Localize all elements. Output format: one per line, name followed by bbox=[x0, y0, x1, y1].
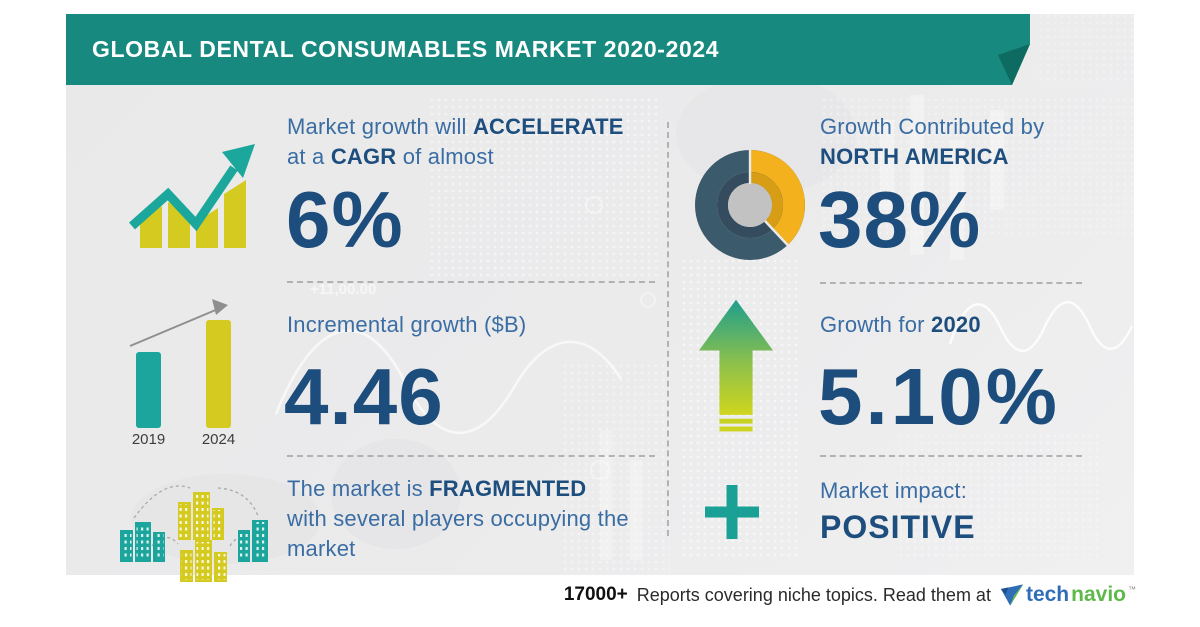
cagr-text-normal: Market growth will bbox=[287, 114, 473, 139]
cagr-text-cagr: CAGR bbox=[330, 144, 397, 169]
growth2020-pre: Growth for bbox=[820, 312, 932, 337]
left-divider-2 bbox=[287, 455, 655, 457]
plus-icon bbox=[705, 485, 759, 539]
growth2020-label: Growth for 2020 bbox=[820, 310, 981, 340]
header-banner bbox=[66, 14, 1030, 85]
year-right-label: 2024 bbox=[202, 431, 235, 446]
left-divider-1 bbox=[287, 281, 655, 283]
right-divider-1 bbox=[820, 282, 1082, 284]
region-line1: Growth Contributed by bbox=[820, 114, 1045, 139]
reports-count: 17000+ bbox=[563, 584, 628, 605]
column-divider bbox=[667, 122, 669, 536]
cagr-text-post: of almost bbox=[396, 144, 494, 169]
impact-value: POSITIVE bbox=[820, 509, 976, 545]
fragmented-text: The market is FRAGMENTED with several pl… bbox=[287, 474, 629, 564]
fragmented-bold: FRAGMENTED bbox=[429, 476, 587, 501]
background-texture: +11,00.00 bbox=[131, 14, 1134, 575]
fragmented-line3: market bbox=[287, 536, 356, 561]
incremental-label: Incremental growth ($B) bbox=[287, 312, 527, 337]
donut-chart-icon bbox=[695, 150, 805, 260]
brand-tech: tech bbox=[1025, 583, 1070, 606]
technavio-arrow-icon bbox=[1000, 583, 1024, 606]
incremental-value: 4.46 bbox=[284, 352, 444, 441]
growth2020-value: 5.10% bbox=[818, 352, 1060, 441]
region-name: NORTH AMERICA bbox=[820, 144, 1009, 169]
fragmented-pre: The market is bbox=[287, 476, 430, 501]
trend-arrow-bars-icon bbox=[129, 144, 255, 248]
impact-label: Market impact: bbox=[820, 478, 968, 503]
up-arrow-icon bbox=[698, 299, 774, 432]
footer: 17000+ Reports covering niche topics. Re… bbox=[564, 583, 1136, 607]
footer-tagline: Reports covering niche topics. Read them… bbox=[636, 584, 991, 605]
right-divider-2 bbox=[820, 455, 1082, 457]
region-text: Growth Contributed by NORTH AMERICA bbox=[820, 112, 1044, 172]
technavio-logo: tech navio ™ bbox=[1000, 583, 1136, 607]
bar-chart-years-icon: 2019 2024 bbox=[129, 299, 235, 446]
fragmented-buildings-icon bbox=[120, 485, 268, 582]
cagr-value: 6% bbox=[286, 175, 404, 264]
banner-fold bbox=[998, 44, 1030, 85]
brand-trademark: ™ bbox=[1128, 585, 1136, 594]
growth2020-year: 2020 bbox=[931, 312, 981, 337]
fragmented-line2: with several players occupying the bbox=[287, 506, 629, 531]
faint-ticker-text: +11,00.00 bbox=[310, 281, 376, 298]
cagr-text-pre: at a bbox=[287, 144, 331, 169]
brand-navio: navio bbox=[1071, 583, 1126, 606]
region-value: 38% bbox=[818, 175, 982, 264]
cagr-text: Market growth will ACCELERATE at a CAGR … bbox=[287, 112, 624, 172]
page-title: GLOBAL DENTAL CONSUMABLES MARKET 2020-20… bbox=[92, 36, 720, 62]
cagr-text-accelerate: ACCELERATE bbox=[472, 114, 624, 139]
year-left-label: 2019 bbox=[132, 431, 165, 446]
